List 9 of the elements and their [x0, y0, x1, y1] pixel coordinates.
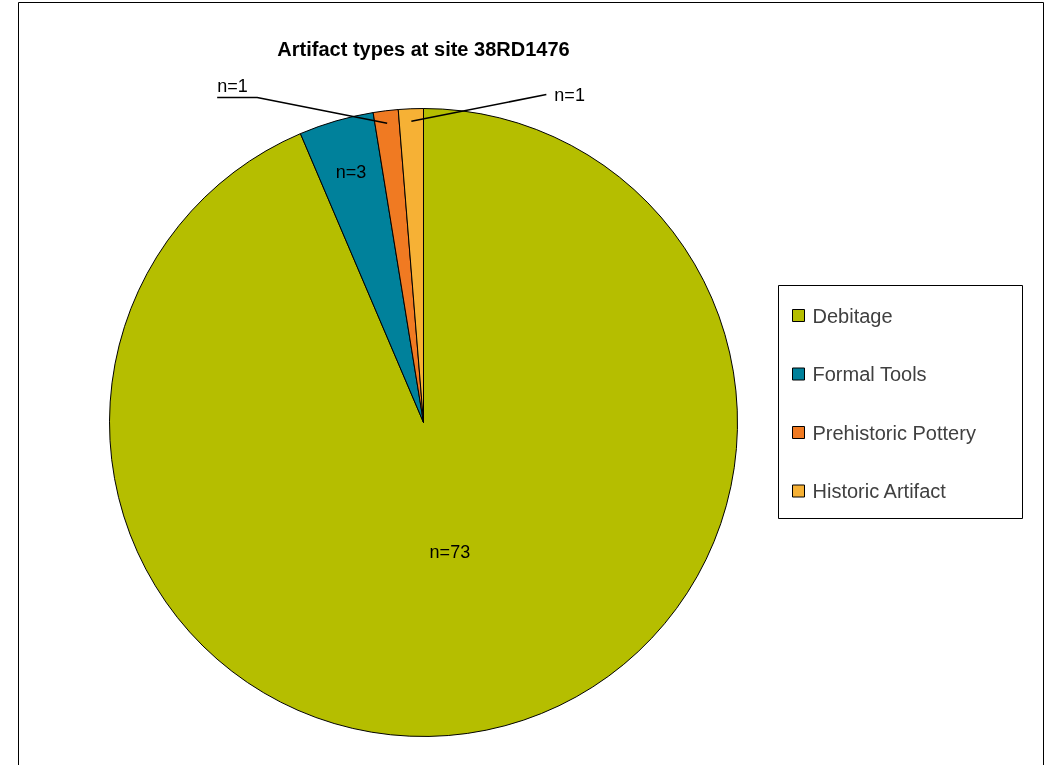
- data-label: n=1: [554, 84, 585, 105]
- data-label: n=73: [429, 541, 471, 562]
- legend-label: Historic Artifact: [812, 480, 947, 502]
- legend-label: Debitage: [812, 304, 893, 327]
- data-label: n=1: [217, 75, 248, 96]
- legend-label: Prehistoric Pottery: [812, 421, 976, 444]
- legend-label: Formal Tools: [812, 363, 927, 385]
- data-label: n=3: [335, 162, 367, 183]
- chart-title: Artifact types at site 38RD1476: [277, 37, 570, 60]
